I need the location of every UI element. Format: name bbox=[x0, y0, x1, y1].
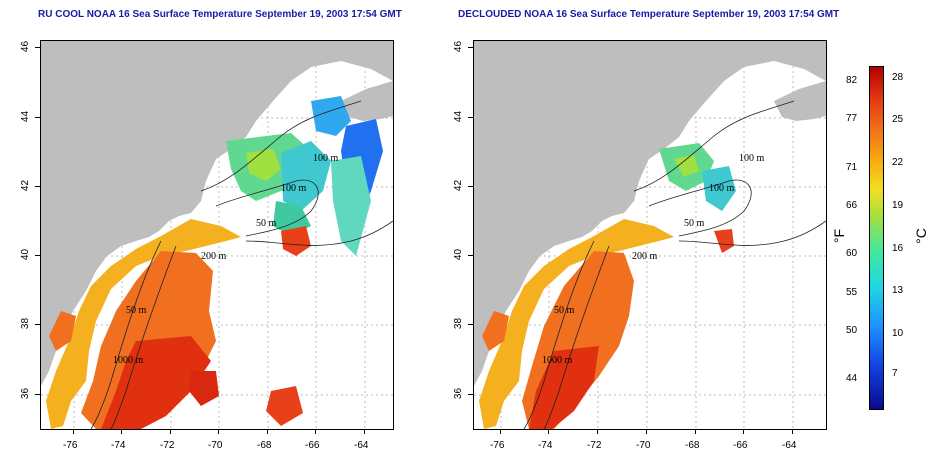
right-map-title: DECLOUDED NOAA 16 Sea Surface Temperatur… bbox=[458, 9, 840, 20]
left-nova-scotia bbox=[341, 81, 393, 121]
right-contour-label-200m: 200 m bbox=[632, 251, 658, 262]
fahrenheit-tick: 66 bbox=[846, 200, 858, 211]
celsius-tick: 7 bbox=[892, 368, 898, 379]
left-lon-tick: -72 bbox=[160, 440, 175, 451]
left-lon-tick: -74 bbox=[111, 440, 126, 451]
fahrenheit-tick: 60 bbox=[846, 248, 858, 259]
left-lon-tick: -66 bbox=[305, 440, 320, 451]
right-lat-tick: 36 bbox=[453, 387, 465, 400]
right-lon-tick: -76 bbox=[490, 440, 505, 451]
left-lat-tick: 40 bbox=[20, 248, 32, 261]
left-contour-label-200m: 200 m bbox=[201, 251, 227, 262]
left-map-title: RU COOL NOAA 16 Sea Surface Temperature … bbox=[38, 9, 402, 20]
left-bathymetry-contours bbox=[90, 100, 393, 429]
right-lat-tick: 44 bbox=[453, 110, 465, 123]
right-lon-tick: -74 bbox=[538, 440, 553, 451]
left-lat-tick: 44 bbox=[20, 110, 32, 123]
celsius-tick: 10 bbox=[892, 328, 904, 339]
left-contour-label-100m-south: 100 m bbox=[281, 183, 307, 194]
left-lat-tick: 36 bbox=[20, 387, 32, 400]
right-contour-label-50m-bank: 50 m bbox=[684, 218, 705, 229]
fahrenheit-unit: °F bbox=[831, 228, 848, 244]
right-contour-label-100m-south: 100 m bbox=[709, 183, 735, 194]
right-lat-tick: 42 bbox=[453, 179, 465, 192]
left-lon-tick: -76 bbox=[63, 440, 78, 451]
left-land-mass bbox=[41, 41, 393, 386]
celsius-tick: 28 bbox=[892, 72, 904, 83]
left-contour-label-100m-north: 100 m bbox=[313, 153, 339, 164]
left-lat-tick: 38 bbox=[20, 317, 32, 330]
left-lon-tick: -64 bbox=[354, 440, 369, 451]
right-land-mass bbox=[474, 41, 826, 386]
celsius-tick: 25 bbox=[892, 114, 904, 125]
fahrenheit-tick: 55 bbox=[846, 287, 858, 298]
right-map-canvas: 100 m 100 m 50 m 200 m 50 m 1000 m bbox=[474, 41, 826, 429]
fahrenheit-tick: 82 bbox=[846, 75, 858, 86]
left-contour-label-50m-shelf: 50 m bbox=[126, 305, 147, 316]
fahrenheit-tick: 71 bbox=[846, 162, 858, 173]
right-contour-label-50m-shelf: 50 m bbox=[554, 305, 575, 316]
right-lat-tick: 38 bbox=[453, 317, 465, 330]
left-contour-label-50m-bank: 50 m bbox=[256, 218, 277, 229]
fahrenheit-tick: 50 bbox=[846, 325, 858, 336]
right-lon-tick: -70 bbox=[636, 440, 651, 451]
right-nova-scotia bbox=[774, 81, 826, 121]
left-warm-water bbox=[46, 219, 311, 429]
left-map-canvas: 100 m 100 m 50 m 200 m 50 m 1000 m bbox=[41, 41, 393, 429]
right-contour-label-100m-north: 100 m bbox=[739, 153, 765, 164]
temperature-colorbar bbox=[869, 66, 884, 410]
celsius-tick: 16 bbox=[892, 243, 904, 254]
right-lon-tick: -72 bbox=[587, 440, 602, 451]
left-lat-tick: 46 bbox=[20, 40, 32, 53]
left-lon-tick: -68 bbox=[257, 440, 272, 451]
left-lon-tick: -70 bbox=[208, 440, 223, 451]
right-lat-tick: 40 bbox=[453, 248, 465, 261]
right-lon-tick: -66 bbox=[733, 440, 748, 451]
right-contour-label-1000m: 1000 m bbox=[542, 355, 573, 366]
right-lon-tick: -64 bbox=[782, 440, 797, 451]
left-sst-map: 100 m 100 m 50 m 200 m 50 m 1000 m bbox=[40, 40, 394, 430]
celsius-tick: 22 bbox=[892, 157, 904, 168]
right-lat-tick: 46 bbox=[453, 40, 465, 53]
right-warm-water bbox=[479, 219, 734, 429]
right-cool-water bbox=[659, 143, 736, 211]
celsius-tick: 13 bbox=[892, 285, 904, 296]
fahrenheit-tick: 44 bbox=[846, 373, 858, 384]
fahrenheit-tick: 77 bbox=[846, 113, 858, 124]
celsius-tick: 19 bbox=[892, 200, 904, 211]
right-sst-map: 100 m 100 m 50 m 200 m 50 m 1000 m bbox=[473, 40, 827, 430]
right-lon-tick: -68 bbox=[685, 440, 700, 451]
celsius-unit: °C bbox=[912, 228, 929, 244]
right-bathymetry-contours bbox=[523, 100, 826, 429]
left-lat-tick: 42 bbox=[20, 179, 32, 192]
left-contour-label-1000m: 1000 m bbox=[113, 355, 144, 366]
